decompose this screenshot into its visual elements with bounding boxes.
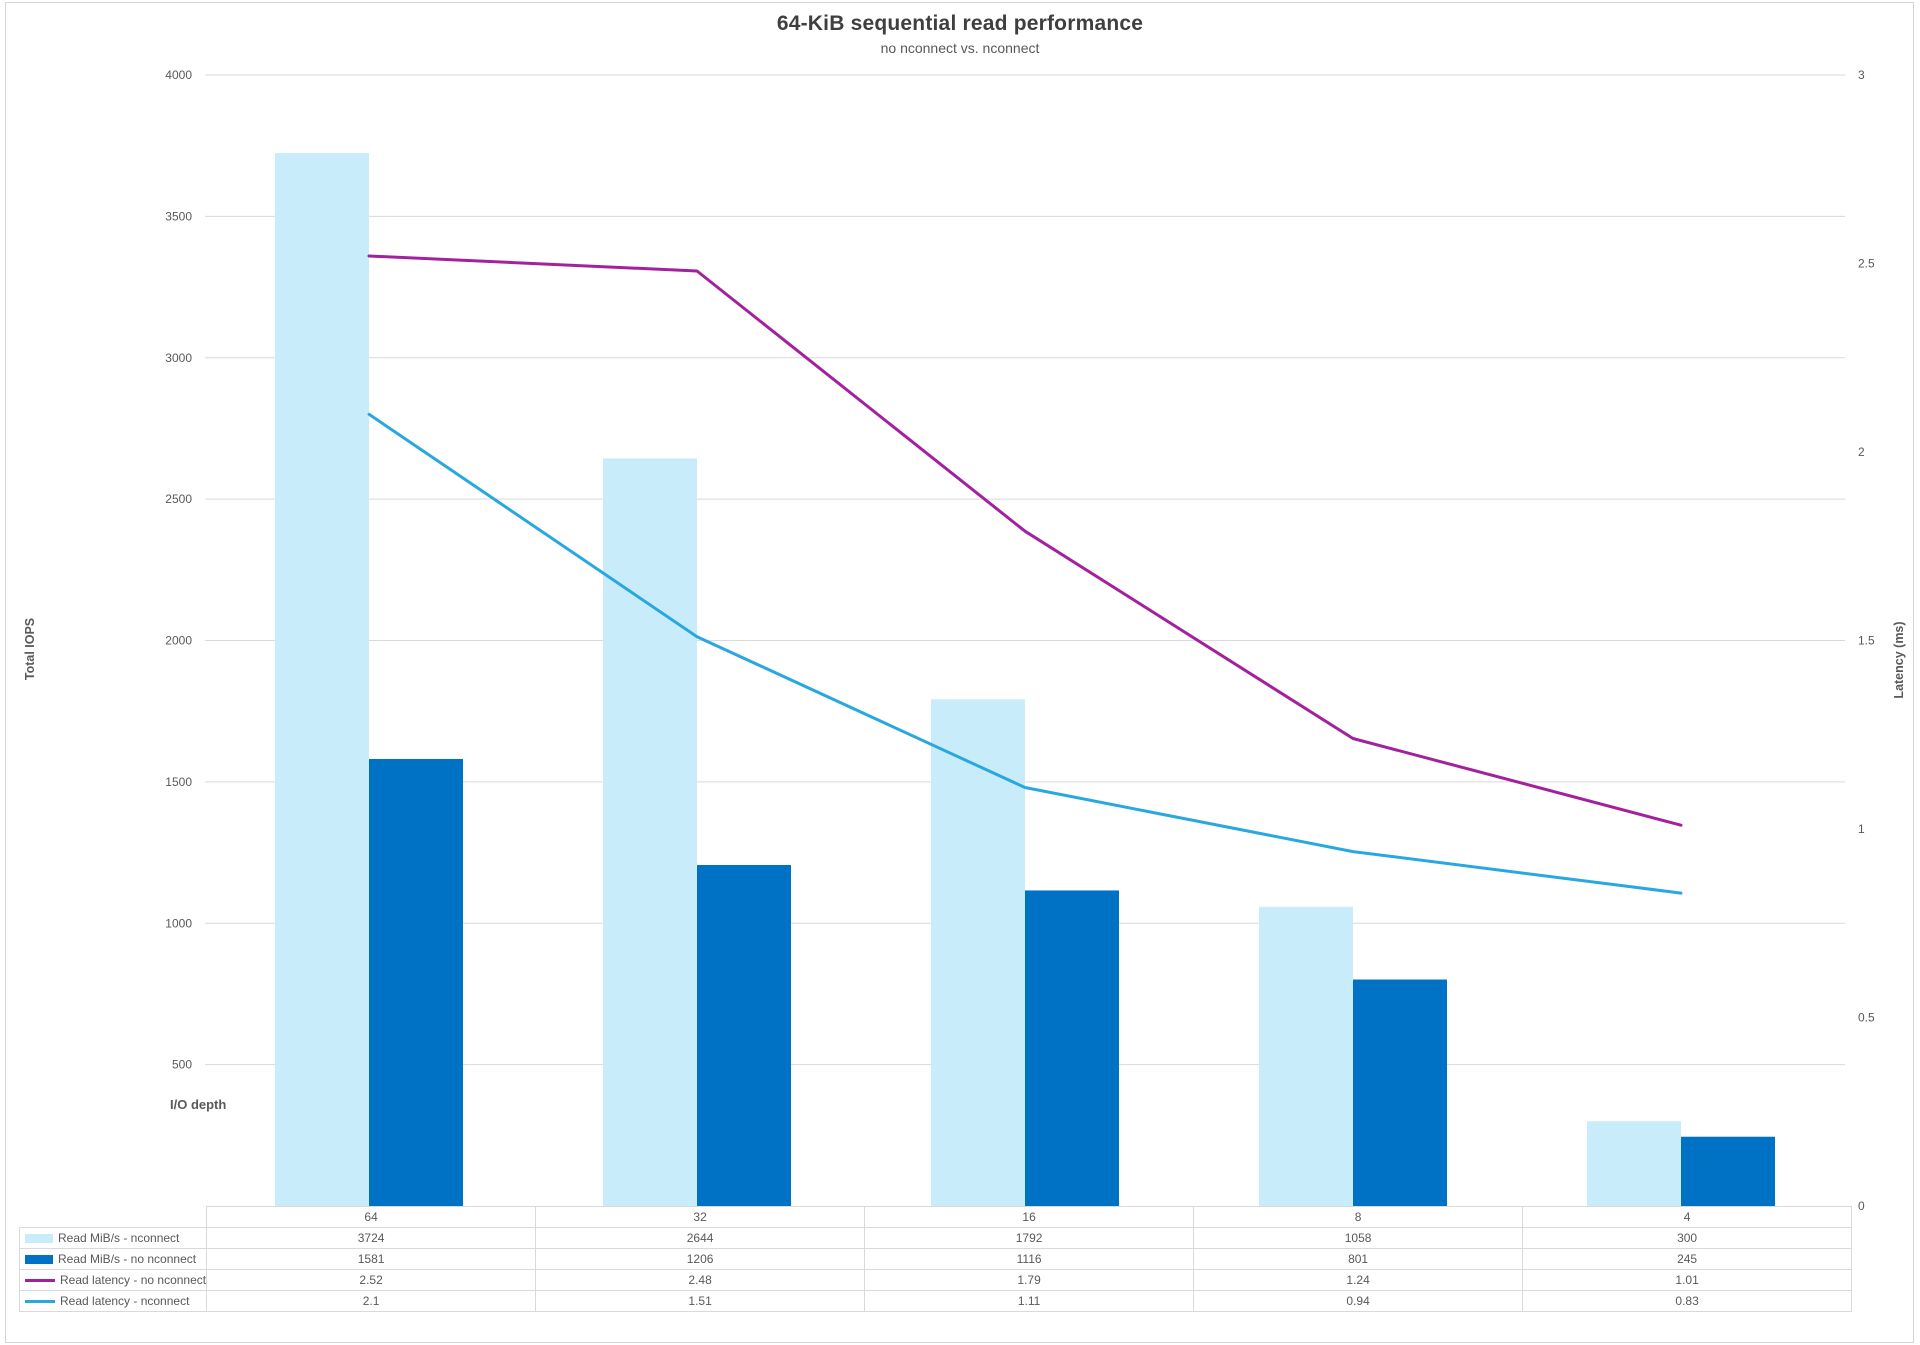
table-row-read-latency-nconnect: Read latency - nconnect 2.1 1.51 1.11 0.94 0.…: [18, 1290, 1853, 1312]
legend-swatch-line-icon: [25, 1278, 55, 1282]
table-row-read-mib-s-no-nconnect: Read MiB/s - no nconnect 1581 1206 1116 801 2…: [18, 1248, 1853, 1270]
table-header-cell-8: 8: [1193, 1206, 1524, 1228]
table-value-read-mib-s-no-nconnect-16: 1116: [864, 1248, 1195, 1270]
right-axis-tick-2: 2: [1858, 445, 1865, 459]
legend-cell-read-latency-no-nconnect: Read latency - no nconnect: [18, 1269, 208, 1291]
table-value-read-latency-nconnect-32: 1.51: [535, 1290, 866, 1312]
title-block: 64-KiB sequential read performance no nc…: [0, 12, 1920, 56]
x-axis-title: I/O depth: [170, 1097, 227, 1112]
bar-read-mib-s-no-nconnect-16: [1025, 890, 1119, 1206]
right-axis-tick-0.5: 0.5: [1858, 1011, 1875, 1025]
chart-outer-border: [5, 2, 1914, 1343]
line-read-latency-nconnect: [367, 412, 1683, 895]
left-axis-tick-2500: 2500: [165, 492, 192, 506]
table-row-read-mib-s-nconnect: Read MiB/s - nconnect 3724 2644 1792 1058 300: [18, 1227, 1853, 1249]
bar-read-mib-s-no-nconnect-4: [1681, 1136, 1775, 1206]
left-axis-tick-2000: 2000: [165, 634, 192, 648]
bar-read-mib-s-nconnect-64: [275, 153, 369, 1206]
bar-read-mib-s-nconnect-8: [1259, 906, 1353, 1206]
table-value-read-mib-s-nconnect-4: 300: [1522, 1227, 1853, 1249]
table-value-read-mib-s-nconnect-64: 3724: [206, 1227, 537, 1249]
table-value-read-latency-nconnect-8: 0.94: [1193, 1290, 1524, 1312]
bar-read-mib-s-nconnect-4: [1587, 1121, 1681, 1206]
bar-read-mib-s-nconnect-16: [931, 699, 1025, 1206]
table-header-row: 64 32 16 8 4: [20, 1206, 1853, 1228]
right-axis-tick-1: 1: [1858, 822, 1865, 836]
legend-entry: Read latency - nconnect: [21, 1294, 206, 1308]
table-value-read-latency-nconnect-64: 2.1: [206, 1290, 537, 1312]
table-value-read-mib-s-no-nconnect-64: 1581: [206, 1248, 537, 1270]
table-value-read-latency-no-nconnect-16: 1.79: [864, 1269, 1195, 1291]
legend-swatch-bar-icon: [25, 1254, 53, 1264]
legend-label: Read MiB/s - no nconnect: [58, 1252, 197, 1266]
legend-cell-read-mib-s-nconnect: Read MiB/s - nconnect: [18, 1227, 208, 1249]
chart-title: 64-KiB sequential read performance: [776, 12, 1144, 35]
bar-read-mib-s-no-nconnect-32: [697, 865, 791, 1206]
right-axis-tick-0: 0: [1858, 1199, 1865, 1213]
left-axis-tick-1000: 1000: [165, 916, 192, 930]
left-axis-tick-3500: 3500: [165, 209, 192, 223]
legend-swatch-bar-icon: [25, 1233, 53, 1243]
table-value-read-latency-nconnect-16: 1.11: [864, 1290, 1195, 1312]
table-value-read-latency-no-nconnect-64: 2.52: [206, 1269, 537, 1291]
table-header-cell-64: 64: [206, 1206, 537, 1228]
table-header-cell-16: 16: [864, 1206, 1195, 1228]
table-value-read-mib-s-nconnect-16: 1792: [864, 1227, 1195, 1249]
table-corner-cell: [20, 1207, 207, 1228]
table-value-read-latency-no-nconnect-32: 2.48: [535, 1269, 866, 1291]
table-value-read-mib-s-nconnect-32: 2644: [535, 1227, 866, 1249]
legend-cell-read-mib-s-no-nconnect: Read MiB/s - no nconnect: [18, 1248, 208, 1270]
legend-swatch-line-icon: [25, 1299, 55, 1303]
table-header-cell-4: 4: [1522, 1206, 1853, 1228]
table-header-cell-32: 32: [535, 1206, 866, 1228]
legend-cell-read-latency-nconnect: Read latency - nconnect: [18, 1290, 208, 1312]
table-value-read-latency-no-nconnect-8: 1.24: [1193, 1269, 1524, 1291]
table-value-read-mib-s-no-nconnect-32: 1206: [535, 1248, 866, 1270]
table-value-read-latency-no-nconnect-4: 1.01: [1522, 1269, 1853, 1291]
chart-data-table: 64 32 16 8 4 Read MiB/s - nconnect 3724 2644 179…: [18, 1206, 1853, 1312]
bar-read-mib-s-no-nconnect-8: [1353, 979, 1447, 1206]
table-value-read-mib-s-nconnect-8: 1058: [1193, 1227, 1524, 1249]
table-value-read-mib-s-no-nconnect-4: 245: [1522, 1248, 1853, 1270]
table-value-read-latency-nconnect-4: 0.83: [1522, 1290, 1853, 1312]
right-axis-tick-1.5: 1.5: [1858, 634, 1875, 648]
table-row-read-latency-no-nconnect: Read latency - no nconnect 2.52 2.48 1.79 1.…: [18, 1269, 1853, 1291]
legend-label: Read latency - no nconnect: [60, 1273, 207, 1287]
left-axis-tick-1500: 1500: [165, 775, 192, 789]
chart-subtitle: no nconnect vs. nconnect: [880, 40, 1040, 56]
right-axis-tick-2.5: 2.5: [1858, 257, 1875, 271]
right-axis-tick-3: 3: [1858, 68, 1865, 82]
bar-read-mib-s-no-nconnect-64: [369, 758, 463, 1206]
line-read-latency-no-nconnect: [367, 254, 1683, 827]
left-axis-tick-4000: 4000: [165, 68, 192, 82]
left-axis-tick-500: 500: [172, 1058, 192, 1072]
legend-entry: Read MiB/s - nconnect: [21, 1231, 206, 1245]
legend-entry: Read latency - no nconnect: [21, 1273, 207, 1287]
legend-label: Read latency - nconnect: [60, 1294, 190, 1308]
bar-read-mib-s-nconnect-32: [603, 458, 697, 1206]
legend-entry: Read MiB/s - no nconnect: [21, 1252, 206, 1266]
table-value-read-mib-s-no-nconnect-8: 801: [1193, 1248, 1524, 1270]
legend-label: Read MiB/s - nconnect: [58, 1231, 180, 1245]
left-axis-tick-3000: 3000: [165, 351, 192, 365]
